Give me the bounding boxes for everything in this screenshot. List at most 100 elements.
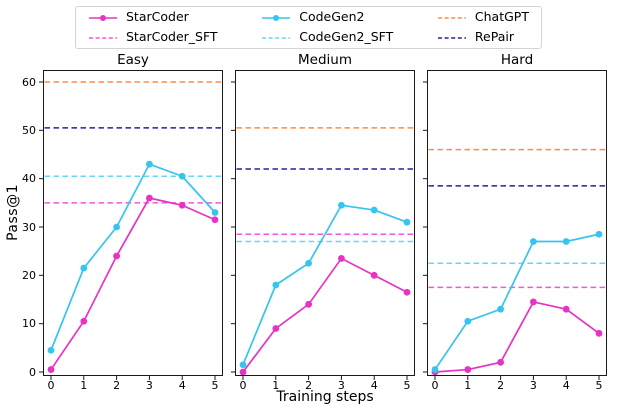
data-point-marker [497,305,504,313]
legend-entry-label: StarCoder_SFT [126,29,218,45]
series-line-codegen2 [434,233,600,371]
x-tick-label: 1 [80,379,88,392]
x-tick-label: 2 [113,379,121,392]
y-tick-label: 50 [22,123,36,137]
legend-line-sample [437,36,466,39]
y-tick-label: 20 [22,268,36,282]
data-point-marker [595,230,603,238]
y-tick-label: 0 [29,365,36,379]
legend-entry: StarCoder [88,9,218,27]
x-tick-label: 3 [529,379,537,392]
series-line-starcoder [50,197,216,371]
axes-spines [427,70,607,376]
legend-line-sample [89,36,117,39]
y-tick-label: 40 [22,172,36,186]
legend-entry-label: StarCoder [126,9,189,25]
data-point-marker [305,259,312,267]
data-point-marker [464,366,472,373]
data-point-marker [146,194,153,202]
data-point-marker [113,252,120,260]
data-point-marker [562,305,570,313]
series-line-codegen2 [50,163,216,351]
subplot-title-medium: Medium [298,52,352,68]
data-point-marker [431,366,439,373]
x-tick-label: 2 [497,379,505,392]
data-point-marker [211,216,219,224]
x-tick-label: 1 [272,379,280,392]
data-point-marker [239,361,247,369]
data-point-marker [338,201,345,209]
legend-line-sample [262,14,291,21]
data-point-marker [47,346,55,354]
legend-column: StarCoder StarCoder_SFT [88,9,218,47]
series-line-starcoder [242,257,408,373]
plot-area [39,70,223,380]
data-point-marker [272,325,280,332]
legend-entry: ChatGPT [437,9,529,27]
series-line-starcoder [434,300,600,373]
x-tick-label: 3 [145,379,153,392]
legend-entry: CodeGen2_SFT [261,29,393,47]
legend-line-sample [89,14,117,21]
data-point-marker [530,238,537,245]
legend-line-sample [437,16,466,19]
x-tick-label: 5 [403,379,411,392]
plot-area [423,70,607,380]
data-point-marker [497,358,504,366]
data-point-marker [211,209,219,216]
data-point-marker [178,201,186,209]
x-tick-label: 3 [337,379,345,392]
subplot-easy [39,70,223,380]
data-point-marker [178,172,186,180]
x-tick-label: 0 [239,379,247,392]
legend-line-sample [262,36,291,39]
data-point-marker [370,206,378,214]
data-point-marker [403,218,411,226]
legend-entry-label: CodeGen2_SFT [299,29,394,45]
legend-marker-icon [100,14,106,21]
data-point-marker [370,271,378,279]
x-tick-label: 4 [370,379,378,392]
data-point-marker [464,317,472,325]
x-tick-label: 2 [305,379,313,392]
data-point-marker [403,288,411,296]
legend-column: ChatGPT RePair [437,9,529,47]
legend-column: CodeGen2 CodeGen2_SFT [261,9,393,47]
data-point-marker [562,238,570,245]
legend: StarCoder StarCoder_SFT CodeGen2 CodeGen2_S… [75,6,542,49]
subplot-hard [423,70,607,380]
x-tick-label: 1 [464,379,472,392]
data-point-marker [80,317,88,325]
data-point-marker [338,255,345,262]
data-point-marker [530,298,537,306]
data-point-marker [272,281,280,289]
data-point-marker [113,223,120,231]
x-tick-label: 4 [178,379,186,392]
subplot-title-hard: Hard [500,52,534,68]
x-axis-label: Training steps [276,389,374,405]
legend-marker-icon [273,14,280,21]
legend-entry: RePair [437,29,529,47]
x-tick-label: 0 [47,379,55,392]
data-point-marker [305,300,312,308]
legend-entry: StarCoder_SFT [88,29,218,47]
series-line-codegen2 [242,204,408,366]
legend-entry: CodeGen2 [261,9,393,27]
x-tick-label: 0 [431,379,439,392]
subplot-title-easy: Easy [117,52,149,68]
legend-entry-label: RePair [474,29,514,45]
axes-spines [235,70,415,376]
y-tick-label: 30 [22,220,36,234]
x-tick-label: 5 [595,379,603,392]
y-tick-label: 10 [22,317,36,331]
legend-entry-label: ChatGPT [474,9,529,25]
data-point-marker [47,366,55,373]
data-point-marker [239,368,247,376]
x-tick-label: 5 [211,379,219,392]
data-point-marker [595,329,603,337]
legend-entry-label: CodeGen2 [299,9,365,25]
data-point-marker [80,264,88,272]
subplot-medium [231,70,415,380]
plot-area [231,70,415,380]
